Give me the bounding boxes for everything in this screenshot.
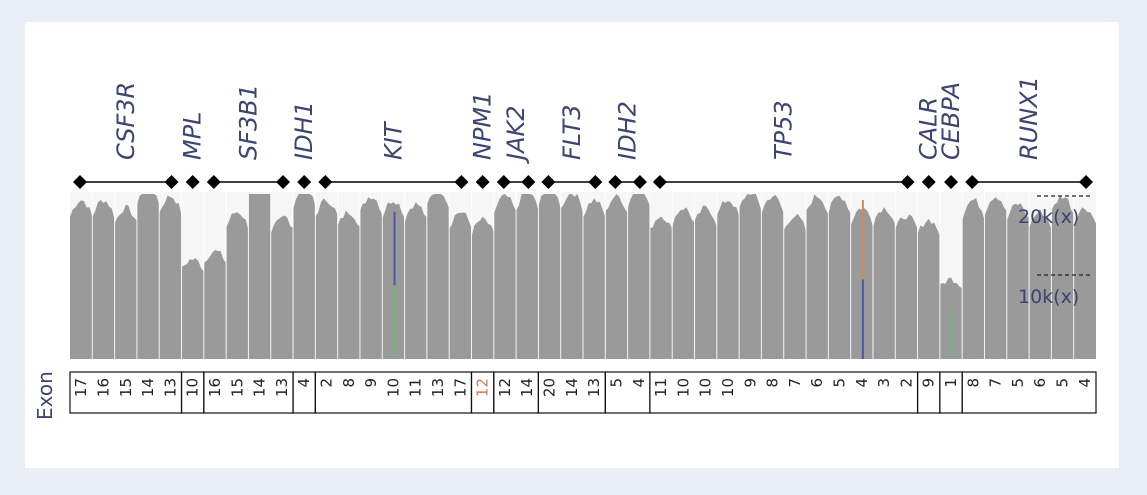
- exon-number: 7: [786, 378, 804, 388]
- exon-number: 10: [697, 378, 715, 397]
- exon-number: 6: [1031, 378, 1049, 388]
- exon-number: 15: [228, 378, 246, 397]
- exon-number: 14: [139, 378, 157, 397]
- ref-label-10k: 10k(x): [1018, 286, 1079, 308]
- track-diamond-idh2: [608, 175, 623, 189]
- exon-number: 2: [318, 378, 336, 388]
- ref-label-20k: 20k(x): [1018, 206, 1079, 228]
- gene-label-mpl: MPL: [179, 111, 207, 160]
- track-diamond-flt3: [588, 175, 603, 189]
- exon-number: 4: [1076, 378, 1094, 388]
- exon-number: 13: [273, 378, 291, 397]
- track-diamond-jak2: [521, 175, 536, 189]
- exon-axis-label: Exon: [33, 371, 57, 420]
- gene-label-tp53: TP53: [770, 100, 798, 160]
- exon-number: 13: [429, 378, 447, 397]
- track-diamond-npm1: [475, 175, 490, 189]
- exon-number: 15: [117, 378, 135, 397]
- exon-number: 16: [206, 378, 224, 397]
- gene-label-jak2: JAK2: [502, 105, 530, 164]
- exon-number: 10: [184, 378, 202, 397]
- gene-label-csf3r: CSF3R: [112, 82, 140, 160]
- exon-number: 10: [674, 378, 692, 397]
- gene-label-flt3: FLT3: [558, 105, 586, 160]
- exon-number: 6: [808, 378, 826, 388]
- exon-number: 20: [541, 378, 559, 397]
- track-diamond-tp53: [900, 175, 915, 189]
- exon-number: 9: [741, 378, 759, 388]
- gene-label-kit: KIT: [379, 120, 407, 160]
- gene-label-idh1: IDH1: [290, 101, 318, 160]
- track-diamond-idh2: [632, 175, 647, 189]
- track-diamond-cebpa: [944, 175, 959, 189]
- track-diamond-runx1: [965, 175, 980, 189]
- exon-number: 3: [875, 378, 893, 388]
- exon-number: 11: [652, 378, 670, 397]
- exon-number: 9: [920, 378, 938, 388]
- gene-label-runx1: RUNX1: [1015, 76, 1043, 160]
- track-diamond-idh1: [297, 175, 312, 189]
- exon-number: 5: [1054, 378, 1072, 388]
- exon-number: 16: [95, 378, 113, 397]
- track-diamond-csf3r: [73, 175, 87, 189]
- gene-label-sf3b1: SF3B1: [234, 84, 262, 160]
- exon-number: 13: [161, 378, 179, 397]
- exon-number: 5: [831, 378, 849, 388]
- exon-number: 2: [897, 378, 915, 388]
- exon-number: 12: [474, 378, 492, 397]
- exon-number: 8: [764, 378, 782, 388]
- track-diamond-mpl: [185, 175, 200, 189]
- track-diamond-sf3b1: [206, 175, 221, 189]
- exon-number: 10: [719, 378, 737, 397]
- exon-number: 5: [608, 378, 626, 388]
- gene-label-idh2: IDH2: [614, 101, 642, 160]
- gene-label-cebpa: CEBPA: [937, 82, 965, 160]
- gene-label-npm1: NPM1: [469, 92, 497, 160]
- exon-number: 17: [451, 378, 469, 397]
- exon-number: 11: [407, 378, 425, 397]
- track-diamond-jak2: [496, 175, 511, 189]
- track-diamond-kit: [318, 175, 333, 189]
- exon-box-runx1: [961, 371, 1097, 414]
- exon-number: 5: [1009, 378, 1027, 388]
- track-diamond-kit: [454, 175, 469, 189]
- track-diamond-csf3r: [164, 175, 179, 189]
- gene-label-calr: CALR: [915, 97, 943, 160]
- track-diamond-flt3: [541, 175, 556, 189]
- coverage-chart: 20k(x) 10k(x) CSF3R MPL SF3B1 IDH1 KIT NPM1 JA…: [33, 76, 1097, 420]
- chart-card: 20k(x) 10k(x) CSF3R MPL SF3B1 IDH1 KIT NPM1 JA…: [25, 22, 1119, 468]
- exon-number: 14: [518, 378, 536, 397]
- track-diamond-calr: [921, 175, 936, 189]
- exon-number: 4: [295, 378, 313, 388]
- exon-number: 14: [251, 378, 269, 397]
- exon-number: 4: [630, 378, 648, 388]
- exon-number: 12: [496, 378, 514, 397]
- exon-number: 4: [853, 378, 871, 388]
- track-diamond-tp53: [652, 175, 667, 189]
- exon-number: 14: [563, 378, 581, 397]
- exon-number: 10: [384, 378, 402, 397]
- exon-number: 8: [964, 378, 982, 388]
- exon-number: 1: [942, 378, 960, 388]
- exon-number: 13: [585, 378, 603, 397]
- exon-number: 7: [987, 378, 1005, 388]
- track-diamond-runx1: [1079, 175, 1093, 189]
- exon-number: 17: [72, 378, 90, 397]
- track-diamond-sf3b1: [276, 175, 291, 189]
- exon-number: 9: [362, 378, 380, 388]
- exon-number: 8: [340, 378, 358, 388]
